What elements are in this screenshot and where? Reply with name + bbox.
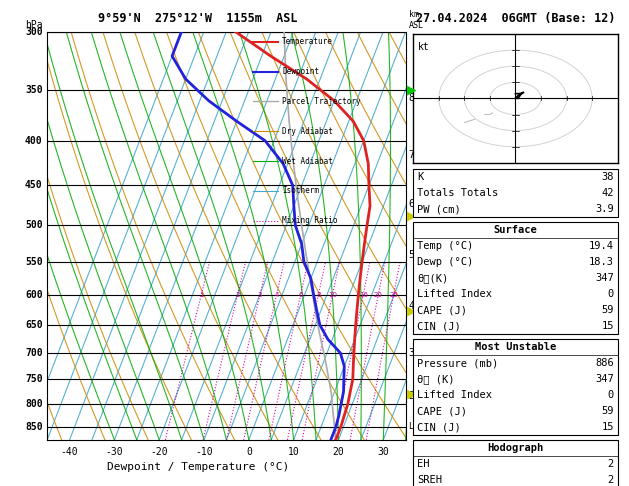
Text: ▶: ▶ (407, 305, 416, 317)
Text: 4: 4 (274, 292, 279, 297)
Text: © weatheronline.co.uk: © weatheronline.co.uk (459, 471, 572, 480)
Text: -40: -40 (61, 447, 79, 457)
Text: 27.04.2024  06GMT (Base: 12): 27.04.2024 06GMT (Base: 12) (416, 12, 616, 25)
Text: 2: 2 (409, 392, 415, 401)
Text: km
ASL: km ASL (409, 10, 423, 30)
Text: Isotherm: Isotherm (282, 186, 319, 195)
Text: 1: 1 (199, 292, 204, 297)
Text: 2: 2 (608, 475, 614, 486)
Text: Temperature: Temperature (282, 37, 333, 46)
Text: Most Unstable: Most Unstable (475, 342, 556, 352)
Text: Dewpoint / Temperature (°C): Dewpoint / Temperature (°C) (107, 462, 289, 472)
Text: -10: -10 (195, 447, 213, 457)
Text: 20: 20 (333, 447, 344, 457)
Text: PW (cm): PW (cm) (417, 204, 461, 214)
Text: θᴇ(K): θᴇ(K) (417, 273, 448, 283)
Text: CIN (J): CIN (J) (417, 422, 461, 433)
Text: 0: 0 (246, 447, 252, 457)
Text: 650: 650 (25, 320, 43, 330)
Text: 6: 6 (409, 198, 415, 208)
Text: 15: 15 (601, 321, 614, 331)
Text: -30: -30 (106, 447, 123, 457)
Text: 6: 6 (298, 292, 303, 297)
Text: 5: 5 (409, 250, 415, 260)
Text: 25: 25 (389, 292, 398, 297)
Text: ▶: ▶ (407, 210, 416, 223)
Text: 400: 400 (25, 136, 43, 146)
Text: 600: 600 (25, 290, 43, 299)
Text: 16: 16 (359, 292, 368, 297)
Text: 347: 347 (595, 273, 614, 283)
Text: Dewp (°C): Dewp (°C) (417, 257, 473, 267)
Text: SREH: SREH (417, 475, 442, 486)
Text: 0: 0 (608, 390, 614, 400)
Text: 350: 350 (25, 85, 43, 95)
Text: 8: 8 (316, 292, 321, 297)
Text: 3: 3 (409, 348, 415, 358)
Text: 2: 2 (235, 292, 240, 297)
Text: 30: 30 (377, 447, 389, 457)
Text: Lifted Index: Lifted Index (417, 289, 492, 299)
Text: Pressure (mb): Pressure (mb) (417, 358, 498, 368)
Text: CIN (J): CIN (J) (417, 321, 461, 331)
Text: 10: 10 (288, 447, 299, 457)
Text: CAPE (J): CAPE (J) (417, 305, 467, 315)
Text: 347: 347 (595, 374, 614, 384)
Text: 550: 550 (25, 257, 43, 266)
Text: K: K (417, 172, 423, 182)
Text: -20: -20 (150, 447, 168, 457)
Text: ●: ● (511, 457, 520, 468)
Text: hPa: hPa (25, 19, 43, 30)
Text: 3: 3 (258, 292, 262, 297)
Text: Dewpoint: Dewpoint (282, 67, 319, 76)
Text: 300: 300 (25, 27, 43, 36)
Text: Mixing Ratio (g/kg): Mixing Ratio (g/kg) (421, 188, 430, 283)
Text: EH: EH (417, 459, 430, 469)
Text: 7: 7 (409, 150, 415, 160)
Text: θᴇ (K): θᴇ (K) (417, 374, 455, 384)
Text: 450: 450 (25, 180, 43, 191)
Text: 8: 8 (409, 92, 415, 103)
Text: Wet Adiabat: Wet Adiabat (282, 156, 333, 166)
Text: 700: 700 (25, 348, 43, 358)
Text: 9°59'N  275°12'W  1155m  ASL: 9°59'N 275°12'W 1155m ASL (98, 12, 298, 25)
Text: 0: 0 (608, 289, 614, 299)
Text: 38: 38 (601, 172, 614, 182)
Text: Dry Adiabat: Dry Adiabat (282, 127, 333, 136)
Text: 59: 59 (601, 305, 614, 315)
Text: 42: 42 (601, 188, 614, 198)
Text: kt: kt (418, 42, 430, 52)
Text: Lifted Index: Lifted Index (417, 390, 492, 400)
Text: LCL: LCL (409, 422, 423, 431)
Text: 4: 4 (409, 301, 415, 311)
Text: 886: 886 (595, 358, 614, 368)
Text: 750: 750 (25, 374, 43, 384)
Text: CAPE (J): CAPE (J) (417, 406, 467, 417)
Text: 2: 2 (608, 459, 614, 469)
Text: 15: 15 (601, 422, 614, 433)
Text: 800: 800 (25, 399, 43, 409)
Text: Totals Totals: Totals Totals (417, 188, 498, 198)
Text: 19.4: 19.4 (589, 241, 614, 251)
Text: Surface: Surface (494, 225, 537, 235)
Text: 18.3: 18.3 (589, 257, 614, 267)
Text: ▶: ▶ (407, 387, 416, 400)
Text: ▶: ▶ (407, 84, 416, 96)
Text: 850: 850 (25, 422, 43, 432)
Text: Mixing Ratio: Mixing Ratio (282, 216, 338, 225)
Text: 10: 10 (328, 292, 337, 297)
Text: 500: 500 (25, 220, 43, 230)
Text: 59: 59 (601, 406, 614, 417)
Text: Parcel Trajectory: Parcel Trajectory (282, 97, 360, 106)
Text: Hodograph: Hodograph (487, 443, 543, 453)
Text: 3.9: 3.9 (595, 204, 614, 214)
Text: Temp (°C): Temp (°C) (417, 241, 473, 251)
Text: 20: 20 (374, 292, 383, 297)
